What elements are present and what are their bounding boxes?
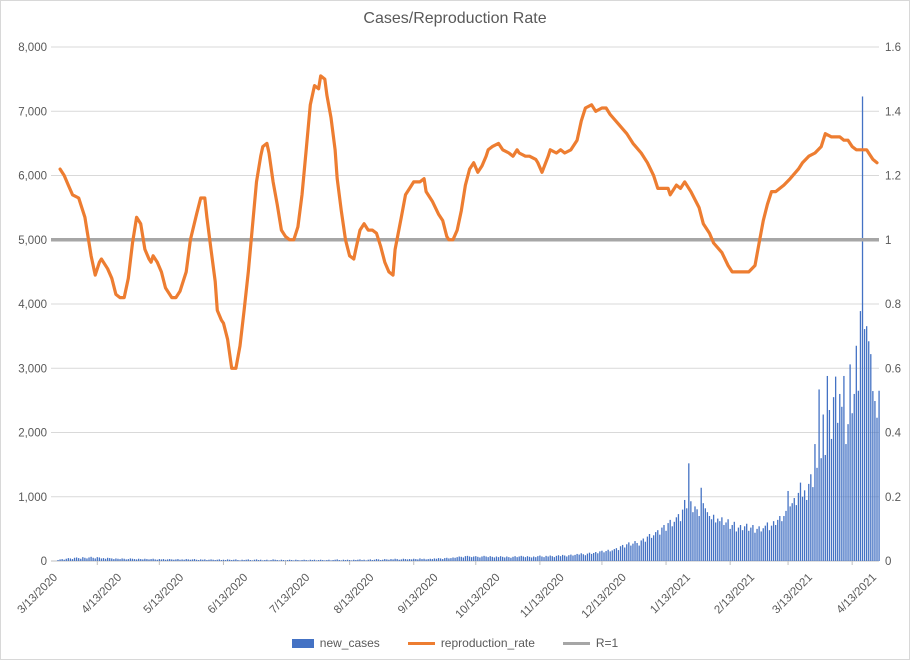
svg-text:12/13/2020: 12/13/2020	[580, 572, 629, 621]
svg-text:9/13/2020: 9/13/2020	[396, 572, 441, 617]
svg-text:1.2: 1.2	[885, 171, 901, 183]
legend-item-r1[interactable]: R=1	[562, 636, 619, 650]
svg-text:6/13/2020: 6/13/2020	[206, 572, 251, 617]
svg-text:2/13/2021: 2/13/2021	[712, 572, 757, 617]
x-axis	[51, 560, 879, 565]
svg-text:5,000: 5,000	[18, 235, 47, 247]
svg-text:8,000: 8,000	[18, 42, 47, 54]
svg-text:6,000: 6,000	[18, 171, 47, 183]
legend-new-cases-label: new_cases	[319, 636, 380, 650]
svg-text:4,000: 4,000	[18, 299, 47, 311]
svg-text:0.2: 0.2	[885, 492, 901, 504]
svg-text:1: 1	[885, 235, 891, 247]
svg-text:0.6: 0.6	[885, 363, 901, 375]
legend-item-new-cases[interactable]: new_cases	[291, 636, 380, 650]
svg-text:7/13/2020: 7/13/2020	[268, 572, 313, 617]
chart-title: Cases/Reproduction Rate	[363, 10, 547, 27]
x-axis-labels: 3/13/2020 4/13/2020 5/13/2020 6/13/2020 7/13…	[15, 572, 879, 621]
gridlines	[51, 46, 879, 498]
svg-text:0.4: 0.4	[885, 428, 902, 440]
svg-text:10/13/2020: 10/13/2020	[454, 572, 503, 621]
svg-text:1.4: 1.4	[885, 106, 902, 118]
y-axis-right-labels: 0 0.2 0.4 0.6 0.8 1 1.2 1.4 1.6	[885, 42, 902, 568]
r1-swatch-icon	[562, 641, 590, 645]
legend-reproduction-rate-label: reproduction_rate	[440, 636, 535, 650]
reproduction-rate-swatch-icon	[407, 641, 435, 645]
svg-text:4/13/2020: 4/13/2020	[80, 572, 125, 617]
svg-text:4/13/2021: 4/13/2021	[834, 572, 879, 617]
svg-text:3/13/2020: 3/13/2020	[15, 572, 60, 617]
svg-text:1.6: 1.6	[885, 42, 901, 54]
legend-r1-label: R=1	[595, 636, 619, 650]
svg-text:1/13/2021: 1/13/2021	[648, 572, 693, 617]
chart-legend: new_cases reproduction_rate R=1	[1, 636, 909, 650]
svg-text:0: 0	[885, 556, 891, 568]
svg-text:2,000: 2,000	[18, 428, 47, 440]
svg-text:1,000: 1,000	[18, 492, 47, 504]
reproduction-rate-line	[58, 74, 879, 370]
svg-text:5/13/2020: 5/13/2020	[142, 572, 187, 617]
svg-text:7,000: 7,000	[18, 106, 47, 118]
svg-text:11/13/2020: 11/13/2020	[518, 572, 567, 621]
svg-text:3,000: 3,000	[18, 363, 47, 375]
y-axis-left-labels: 0 1,000 2,000 3,000 4,000 5,000 6,000 7,000 8,00…	[18, 42, 47, 568]
svg-text:3/13/2021: 3/13/2021	[770, 572, 815, 617]
svg-text:8/13/2020: 8/13/2020	[332, 572, 377, 617]
legend-item-reproduction-rate[interactable]: reproduction_rate	[407, 636, 535, 650]
svg-text:0: 0	[41, 556, 47, 568]
svg-text:0.8: 0.8	[885, 299, 901, 311]
new-cases-bars	[57, 96, 880, 562]
new-cases-swatch-icon	[291, 638, 314, 648]
